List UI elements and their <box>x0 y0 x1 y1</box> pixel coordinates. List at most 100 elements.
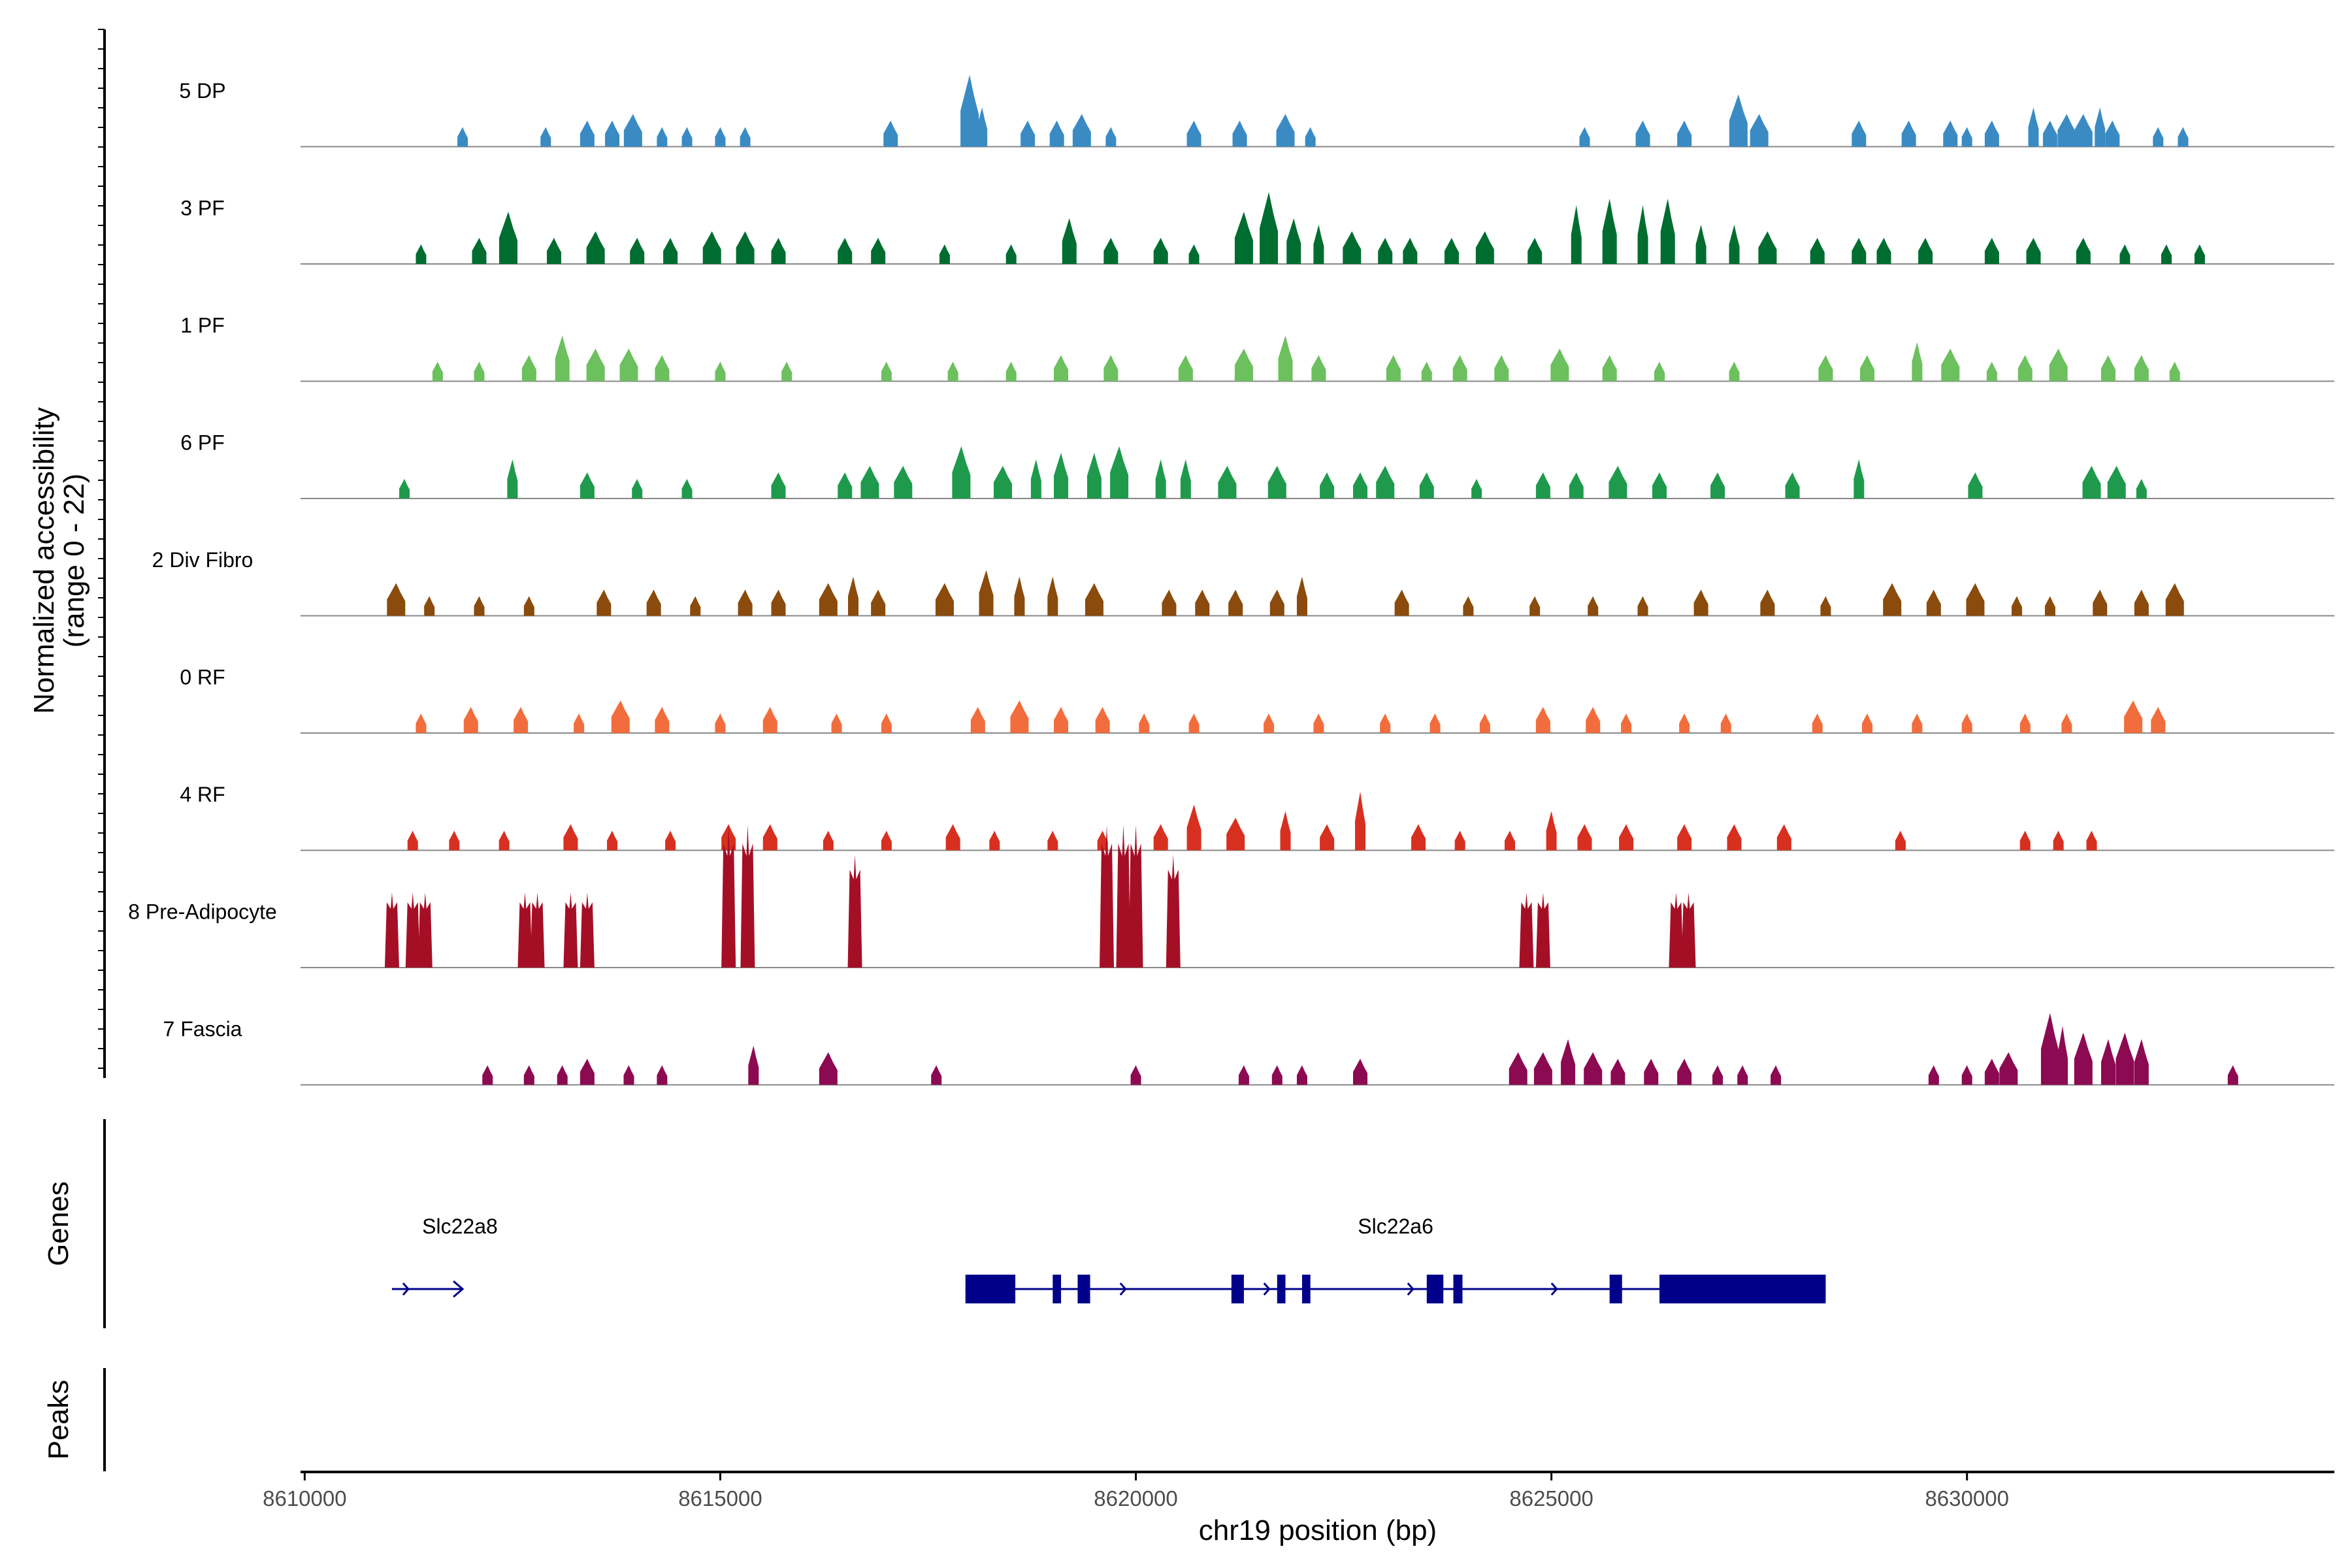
coverage-peak <box>632 479 643 498</box>
coverage-peak <box>1097 830 1108 851</box>
coverage-peak <box>1529 596 1541 616</box>
coverage-peak <box>2134 589 2149 616</box>
coverage-peak <box>1812 713 1823 733</box>
track-label: 8 Pre-Adipocyte <box>128 900 277 924</box>
coverage-peak <box>1047 576 1058 616</box>
coverage-peak <box>1729 94 1748 147</box>
coverage-peak <box>681 479 693 498</box>
gene-exon <box>1231 1275 1244 1303</box>
coverage-peak <box>1014 576 1025 616</box>
coverage-peak <box>1343 231 1362 264</box>
coverage-peak <box>1452 355 1467 382</box>
strand-arrow <box>1263 1282 1271 1296</box>
strand-arrow <box>1407 1282 1414 1296</box>
coverage-peak <box>1226 817 1245 851</box>
coverage-peak <box>1569 472 1584 498</box>
coverage-peak <box>646 589 661 616</box>
gene-exon <box>1077 1275 1090 1303</box>
coverage-peak <box>881 361 892 382</box>
coverage-peak <box>1228 589 1243 616</box>
coverage-peak <box>657 1065 668 1085</box>
coverage-peak <box>449 830 460 851</box>
coverage-peak <box>1729 225 1740 264</box>
coverage-peak <box>580 472 595 498</box>
coverage-peak <box>1186 120 1201 147</box>
coverage-peak <box>655 355 670 382</box>
gene-label: Slc22a6 <box>1358 1215 1433 1238</box>
coverage-peak <box>1681 892 1696 968</box>
coverage-peak <box>1810 238 1825 264</box>
coverage-peak <box>1644 1058 1659 1085</box>
coverage-peak <box>1943 120 1958 147</box>
coverage-peak <box>1584 1052 1603 1085</box>
coverage-peak <box>1086 453 1102 498</box>
coverage-peak <box>2161 244 2172 264</box>
coverage-peak <box>1637 596 1648 616</box>
coverage-peak <box>1961 127 1972 147</box>
coverage-peak <box>1394 589 1409 616</box>
track-5: 2 Div Fibro <box>152 548 2334 617</box>
track-9: 7 Fascia <box>163 1013 2334 1086</box>
coverage-peak <box>416 713 427 733</box>
coverage-peak <box>1758 231 1777 264</box>
coverage-peak <box>847 855 862 968</box>
coverage-peak <box>935 583 954 616</box>
gene-exon <box>1053 1275 1062 1303</box>
coverage-peak <box>1876 238 1891 264</box>
coverage-peak <box>871 589 886 616</box>
y-axis-title-line2: (range 0 - 22) <box>58 474 90 648</box>
coverage-peak <box>2019 830 2031 851</box>
coverage-peak <box>1527 238 1543 264</box>
track-label: 1 PF <box>180 314 225 337</box>
coverage-peak <box>1320 824 1335 851</box>
coverage-peak <box>665 830 676 851</box>
coverage-peak <box>387 583 406 616</box>
track-1: 5 DP <box>179 74 2334 148</box>
coverage-peak <box>1652 472 1667 498</box>
coverage-y-axis-ticks <box>98 29 105 1069</box>
coverage-peak <box>847 576 858 616</box>
coverage-peak <box>630 238 645 264</box>
coverage-peak <box>384 892 399 968</box>
gene-Slc22a8: Slc22a8 <box>391 1215 498 1298</box>
coverage-peak <box>405 892 420 968</box>
coverage-peak <box>2165 583 2184 616</box>
coverage-peak <box>1961 713 1972 733</box>
coverage-peak <box>1130 1065 1141 1085</box>
coverage-peak <box>1276 114 1295 147</box>
coverage-peak <box>1535 472 1550 498</box>
coverage-peak <box>1054 355 1069 382</box>
coverage-peak <box>960 74 979 147</box>
coverage-peak <box>2042 120 2057 147</box>
coverage-peak <box>1776 824 1791 851</box>
coverage-peak <box>1577 824 1592 851</box>
coverage-peak <box>1550 348 1569 382</box>
coverage-peak <box>1677 1058 1692 1085</box>
coverage-peak <box>1918 238 1933 264</box>
coverage-peak <box>1049 120 1064 147</box>
coverage-peak <box>580 120 595 147</box>
coverage-peak <box>1054 707 1069 733</box>
coverage-peak <box>1820 596 1831 616</box>
coverage-peak <box>1852 238 1867 264</box>
coverage-peak <box>1695 225 1707 264</box>
coverage-peak <box>883 120 898 147</box>
coverage-peak <box>2169 361 2180 382</box>
coverage-peak <box>702 231 721 264</box>
coverage-peak <box>1610 1058 1625 1085</box>
coverage-peak <box>1621 713 1632 733</box>
y-axis-title-line1: Normalized accessibility <box>28 407 60 713</box>
coverage-peak <box>2134 355 2149 382</box>
coverage-peak <box>557 1065 568 1085</box>
coverage-peak <box>1186 804 1201 851</box>
coverage-peak <box>1386 355 1401 382</box>
coverage-peak <box>2107 466 2126 498</box>
coverage-peak <box>1128 825 1143 968</box>
gene-exon <box>965 1275 1016 1303</box>
coverage-peak <box>1180 459 1191 498</box>
coverage-peak <box>1264 713 1275 733</box>
gene-exon <box>1659 1275 1826 1303</box>
coverage-peak <box>2124 700 2143 733</box>
coverage-peak <box>521 355 536 382</box>
